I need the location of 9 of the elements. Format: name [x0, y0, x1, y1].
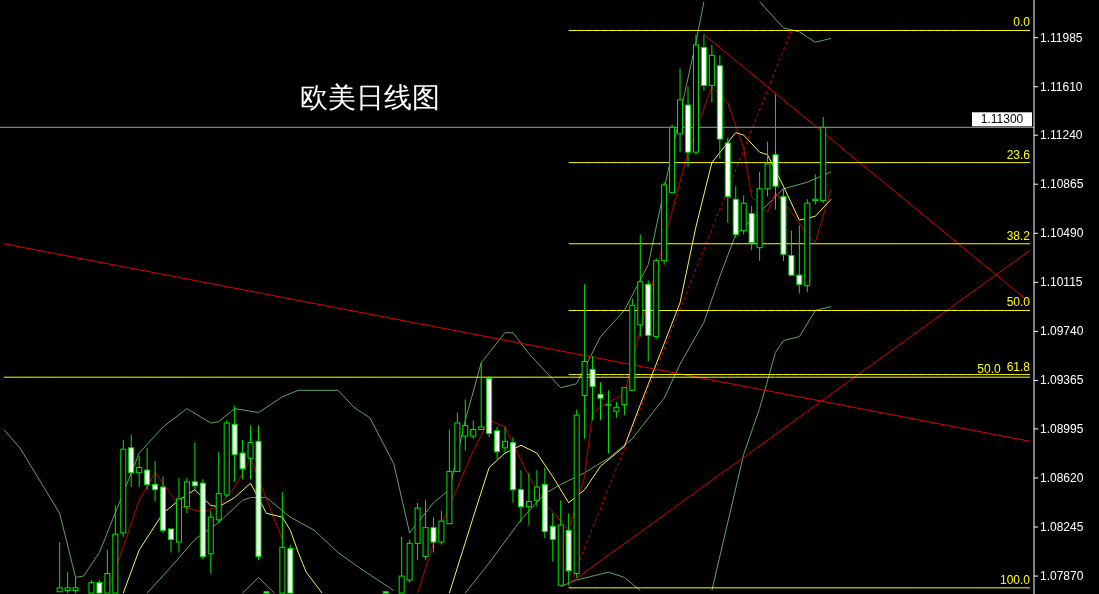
series-label: 50.0	[977, 362, 1001, 377]
series-label: 38.2	[1006, 228, 1031, 243]
series-label: 0.0	[1013, 15, 1031, 30]
series-label: 61.8	[1006, 359, 1031, 374]
ref-line-label: 1.11300	[980, 112, 1024, 127]
title: 欧美日线图	[300, 82, 440, 113]
series-label: 50.0	[1006, 295, 1031, 310]
series-label: 100.0	[999, 572, 1031, 587]
series-label: 23.6	[1006, 147, 1031, 162]
